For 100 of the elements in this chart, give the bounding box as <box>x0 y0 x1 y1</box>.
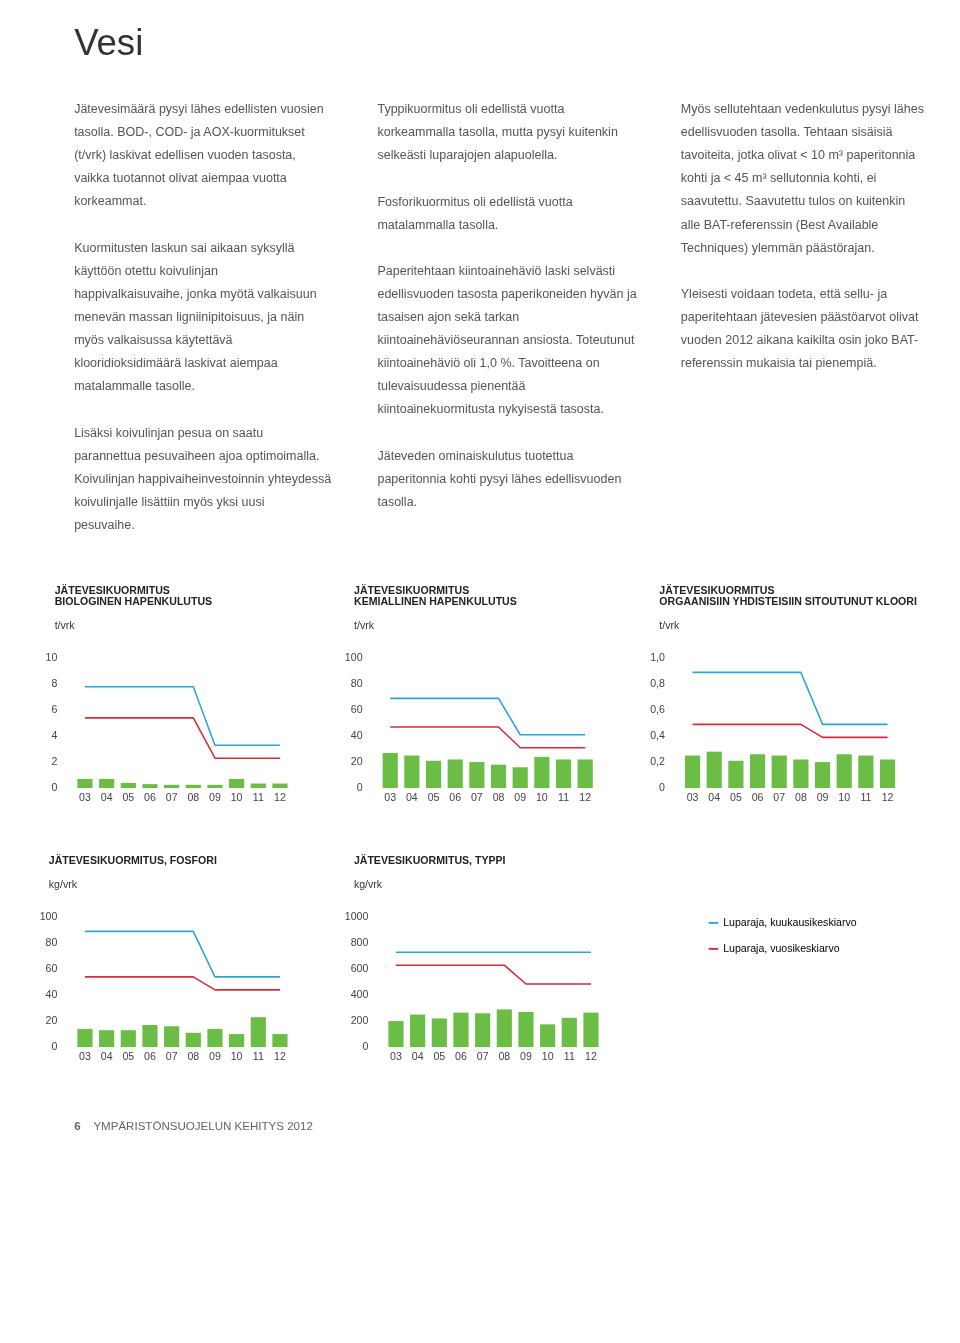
x-tick-label: 08 <box>794 791 807 804</box>
y-tick-label: 0,2 <box>650 755 665 768</box>
bar <box>879 759 896 789</box>
x-tick-label: 10 <box>230 1050 243 1063</box>
x-tick-label: 04 <box>708 791 721 804</box>
bar <box>706 751 722 789</box>
bar <box>164 1026 180 1048</box>
x-tick-label: 11 <box>563 1050 575 1063</box>
x-tick-label: 05 <box>433 1050 446 1063</box>
bar <box>728 760 744 789</box>
text: Lisäksi koivulinjan pesua on saatu parannettua pesuvaiheen ajoa optimoimalla. Koivulinjan happivaiheinvestoinnin yhteydessä koivulinjalle lisättiin myös yksi uusi pesuvaihe. <box>74 425 332 533</box>
bar <box>453 1012 469 1048</box>
bar <box>250 1017 266 1048</box>
bar <box>858 755 874 789</box>
x-tick-label: 10 <box>838 791 851 804</box>
bar <box>229 1034 245 1048</box>
text: YMPÄRISTÖNSUOJELUN KEHITYS 2012 <box>93 1119 313 1132</box>
x-tick-label: 05 <box>122 1050 135 1063</box>
x-tick-label: 11 <box>860 791 872 804</box>
chart-title: JÄTEVESIKUORMITUS BIOLOGINEN HAPENKULUTUS <box>54 583 213 608</box>
x-tick-label: 07 <box>470 791 483 804</box>
y-axis-title: kg/vrk <box>48 878 78 891</box>
x-tick-label: 06 <box>751 791 764 804</box>
x-tick-label: 06 <box>144 791 156 804</box>
bar <box>425 760 442 789</box>
y-tick-label: 8 <box>51 677 58 690</box>
y-tick-label: 10 <box>45 651 58 664</box>
x-tick-label: 09 <box>209 791 221 804</box>
text: Jätevesimäärä pysyi lähes edellisten vuosien tasolla. BOD-, COD- ja AOX-kuormitukset (t/vrk) laskivat edellisen vuoden tasosta, vaikka tuotannot olivat aiempaa vuotta korkeammat. <box>74 102 324 209</box>
y-tick-label: 0 <box>51 1040 58 1053</box>
y-tick-label: 0 <box>362 1040 369 1053</box>
y-tick-label: 0,6 <box>650 703 665 716</box>
x-tick-label: 08 <box>492 791 505 804</box>
y-tick-label: 20 <box>45 1014 58 1027</box>
bar <box>540 1024 556 1048</box>
x-tick-label: 04 <box>411 1050 424 1063</box>
bar <box>185 1032 201 1048</box>
y-axis-title: t/vrk <box>354 619 375 632</box>
chart-title: JÄTEVESIKUORMITUS ORGAANISIIN YHDISTEISIIN SITOUTUNUT KLOORI <box>659 583 917 608</box>
bar <box>490 764 507 789</box>
text: Vesi <box>74 22 144 64</box>
y-tick-label: 6 <box>51 703 58 716</box>
x-tick-label: 06 <box>449 791 462 804</box>
x-tick-label: 07 <box>165 1050 178 1063</box>
bar <box>561 1017 577 1048</box>
text: Typpikuormitus oli edellistä vuotta korkeammalla tasolla, mutta pysyi kuitenkin selkeästi luparajojen alapuolella. <box>377 102 618 163</box>
x-tick-label: 05 <box>730 791 742 804</box>
bar <box>793 759 809 789</box>
x-tick-label: 07 <box>476 1050 489 1063</box>
x-tick-label: 12 <box>579 791 592 804</box>
x-tick-label: 07 <box>773 791 786 804</box>
bar <box>77 1028 93 1048</box>
bar <box>388 1021 404 1048</box>
y-tick-label: 0 <box>658 781 665 794</box>
x-tick-label: 11 <box>252 1050 264 1063</box>
bar <box>447 759 463 789</box>
x-tick-label: 03 <box>390 1050 402 1063</box>
y-tick-label: 60 <box>350 703 363 716</box>
y-axis-title: t/vrk <box>54 619 76 632</box>
bar <box>404 755 420 789</box>
y-tick-label: 80 <box>45 936 58 949</box>
bar <box>496 1009 512 1048</box>
y-tick-label: 0 <box>51 781 58 794</box>
x-tick-label: 03 <box>384 791 397 804</box>
y-tick-label: 60 <box>45 962 58 975</box>
y-tick-label: 20 <box>350 755 363 768</box>
bar <box>577 759 593 789</box>
x-tick-label: 05 <box>122 791 135 804</box>
x-tick-label: 12 <box>585 1050 597 1063</box>
bar <box>272 1034 288 1048</box>
bar <box>814 762 831 789</box>
bar <box>836 754 852 789</box>
x-tick-label: 11 <box>558 791 570 804</box>
y-tick-label: 2 <box>51 755 58 768</box>
x-tick-label: 03 <box>79 791 91 804</box>
text: Jäteveden ominaiskulutus tuotettua paperitonnia kohti pysyi lähes edellisvuoden tasolla. <box>377 448 622 509</box>
y-tick-label: 200 <box>350 1014 369 1027</box>
bar <box>120 1030 136 1048</box>
chart-title: JÄTEVESIKUORMITUS, FOSFORI <box>48 854 217 867</box>
bar <box>583 1012 599 1048</box>
x-tick-label: 09 <box>816 791 829 804</box>
x-tick-label: 03 <box>79 1050 91 1063</box>
text: 6 <box>74 1119 81 1132</box>
x-tick-label: 07 <box>165 791 178 804</box>
y-tick-label: 400 <box>350 988 369 1001</box>
x-tick-label: 09 <box>209 1050 221 1063</box>
legend-label: Luparaja, kuukausikeskiarvo <box>723 915 857 928</box>
bar <box>142 1024 158 1048</box>
text: Kuormitusten laskun sai aikaan syksyllä käyttöön otettu koivulinjan happivalkaisuvaihe, jonka myötä valkaisuun menevän massan ligniinipitoisuus, ja näin myös valkaisussa käytettävä klooridioksidimäärä laskivat aiempaa matalammalle tasolle. <box>74 240 317 394</box>
x-tick-label: 04 <box>100 1050 113 1063</box>
y-axis-title: t/vrk <box>659 619 680 632</box>
x-tick-label: 12 <box>274 791 286 804</box>
y-tick-label: 0 <box>356 781 363 794</box>
x-tick-label: 10 <box>230 791 243 804</box>
bar <box>99 1030 115 1048</box>
x-tick-label: 08 <box>498 1050 511 1063</box>
legend-label: Luparaja, vuosikeskiarvo <box>723 941 840 954</box>
bar <box>518 1011 534 1048</box>
bar <box>684 755 701 789</box>
x-tick-label: 04 <box>100 791 113 804</box>
